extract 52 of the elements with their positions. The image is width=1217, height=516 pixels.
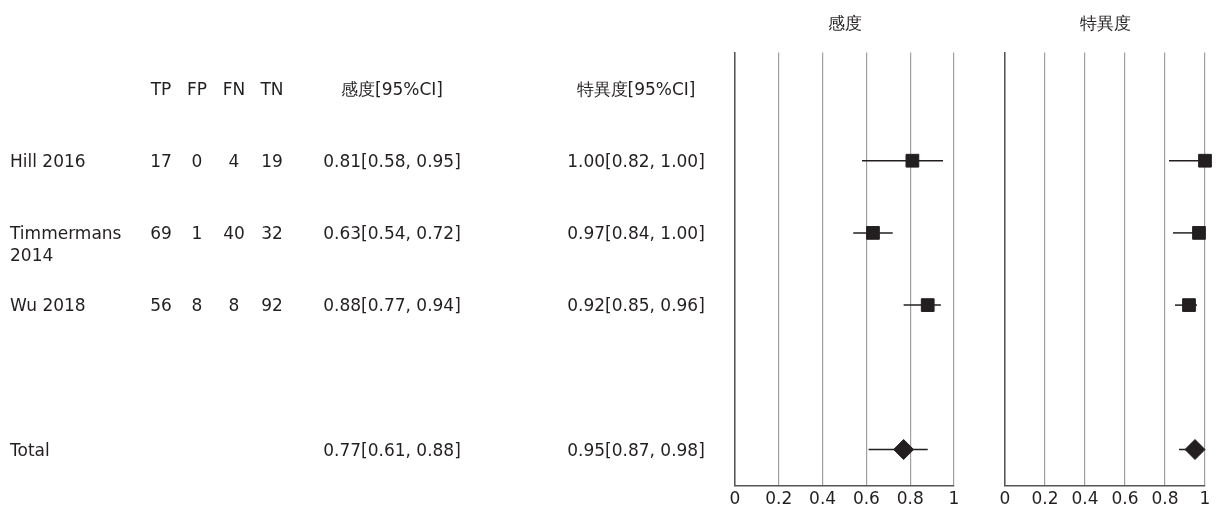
chart-title: 感度 bbox=[827, 12, 862, 33]
point bbox=[905, 153, 920, 168]
point bbox=[866, 226, 880, 240]
data-label: 69 bbox=[150, 222, 172, 243]
x-tick-label: 0.8 bbox=[1151, 488, 1179, 509]
text: 特異度[95%CI] bbox=[576, 77, 696, 100]
text: FP bbox=[186, 78, 208, 99]
x-tick-label: 1 bbox=[1199, 488, 1211, 509]
data-label: 56 bbox=[150, 295, 172, 316]
text: TP bbox=[150, 78, 172, 99]
point bbox=[1198, 153, 1212, 168]
point bbox=[1182, 298, 1196, 312]
category-label: Hill 2016 bbox=[10, 149, 87, 172]
text: FN bbox=[222, 78, 246, 99]
data-label: 4 bbox=[228, 150, 240, 171]
data-label: 0.92[0.85, 0.96] bbox=[567, 295, 705, 316]
data-label: 0.81[0.58, 0.95] bbox=[323, 150, 461, 171]
point bbox=[1184, 439, 1206, 460]
data-label: 0.63[0.54, 0.72] bbox=[323, 222, 461, 243]
data-label: 8 bbox=[228, 295, 240, 316]
x-tick-label: 1 bbox=[948, 488, 960, 509]
x-tick-label: 0.2 bbox=[765, 488, 793, 509]
point bbox=[920, 298, 935, 312]
data-label: 0.88[0.77, 0.94] bbox=[323, 295, 461, 316]
point bbox=[1192, 226, 1206, 240]
x-tick-label: 0.4 bbox=[809, 488, 837, 509]
x-tick-label: 0.6 bbox=[1111, 488, 1139, 509]
x-tick-label: 0.8 bbox=[896, 488, 924, 509]
text: 感度[95%CI] bbox=[341, 77, 443, 100]
x-tick-label: 0 bbox=[999, 488, 1011, 509]
data-label: 32 bbox=[261, 222, 283, 243]
x-tick-label: 0.2 bbox=[1031, 488, 1059, 509]
category-label: Total bbox=[10, 438, 51, 461]
data-label: 1.00[0.82, 1.00] bbox=[567, 150, 705, 171]
data-label: 40 bbox=[223, 222, 245, 243]
data-label: 8 bbox=[191, 295, 203, 316]
data-label: 17 bbox=[150, 150, 172, 171]
category-label: Wu 2018 bbox=[10, 294, 87, 317]
data-label: 1 bbox=[191, 222, 203, 243]
point bbox=[893, 439, 915, 460]
data-label: 0.95[0.87, 0.98] bbox=[567, 439, 705, 460]
x-tick-label: 0.6 bbox=[852, 488, 880, 509]
data-label: 19 bbox=[261, 150, 283, 171]
text: TN bbox=[260, 78, 284, 99]
category-label: Timmermans 2014 bbox=[10, 221, 123, 266]
data-label: 0 bbox=[191, 150, 203, 171]
data-label: 0.77[0.61, 0.88] bbox=[323, 439, 461, 460]
x-tick-label: 0.4 bbox=[1071, 488, 1099, 509]
data-label: 92 bbox=[261, 295, 283, 316]
chart-title: 特異度 bbox=[1079, 12, 1131, 33]
data-label: 0.97[0.84, 1.00] bbox=[567, 222, 705, 243]
x-tick-label: 0 bbox=[729, 488, 741, 509]
